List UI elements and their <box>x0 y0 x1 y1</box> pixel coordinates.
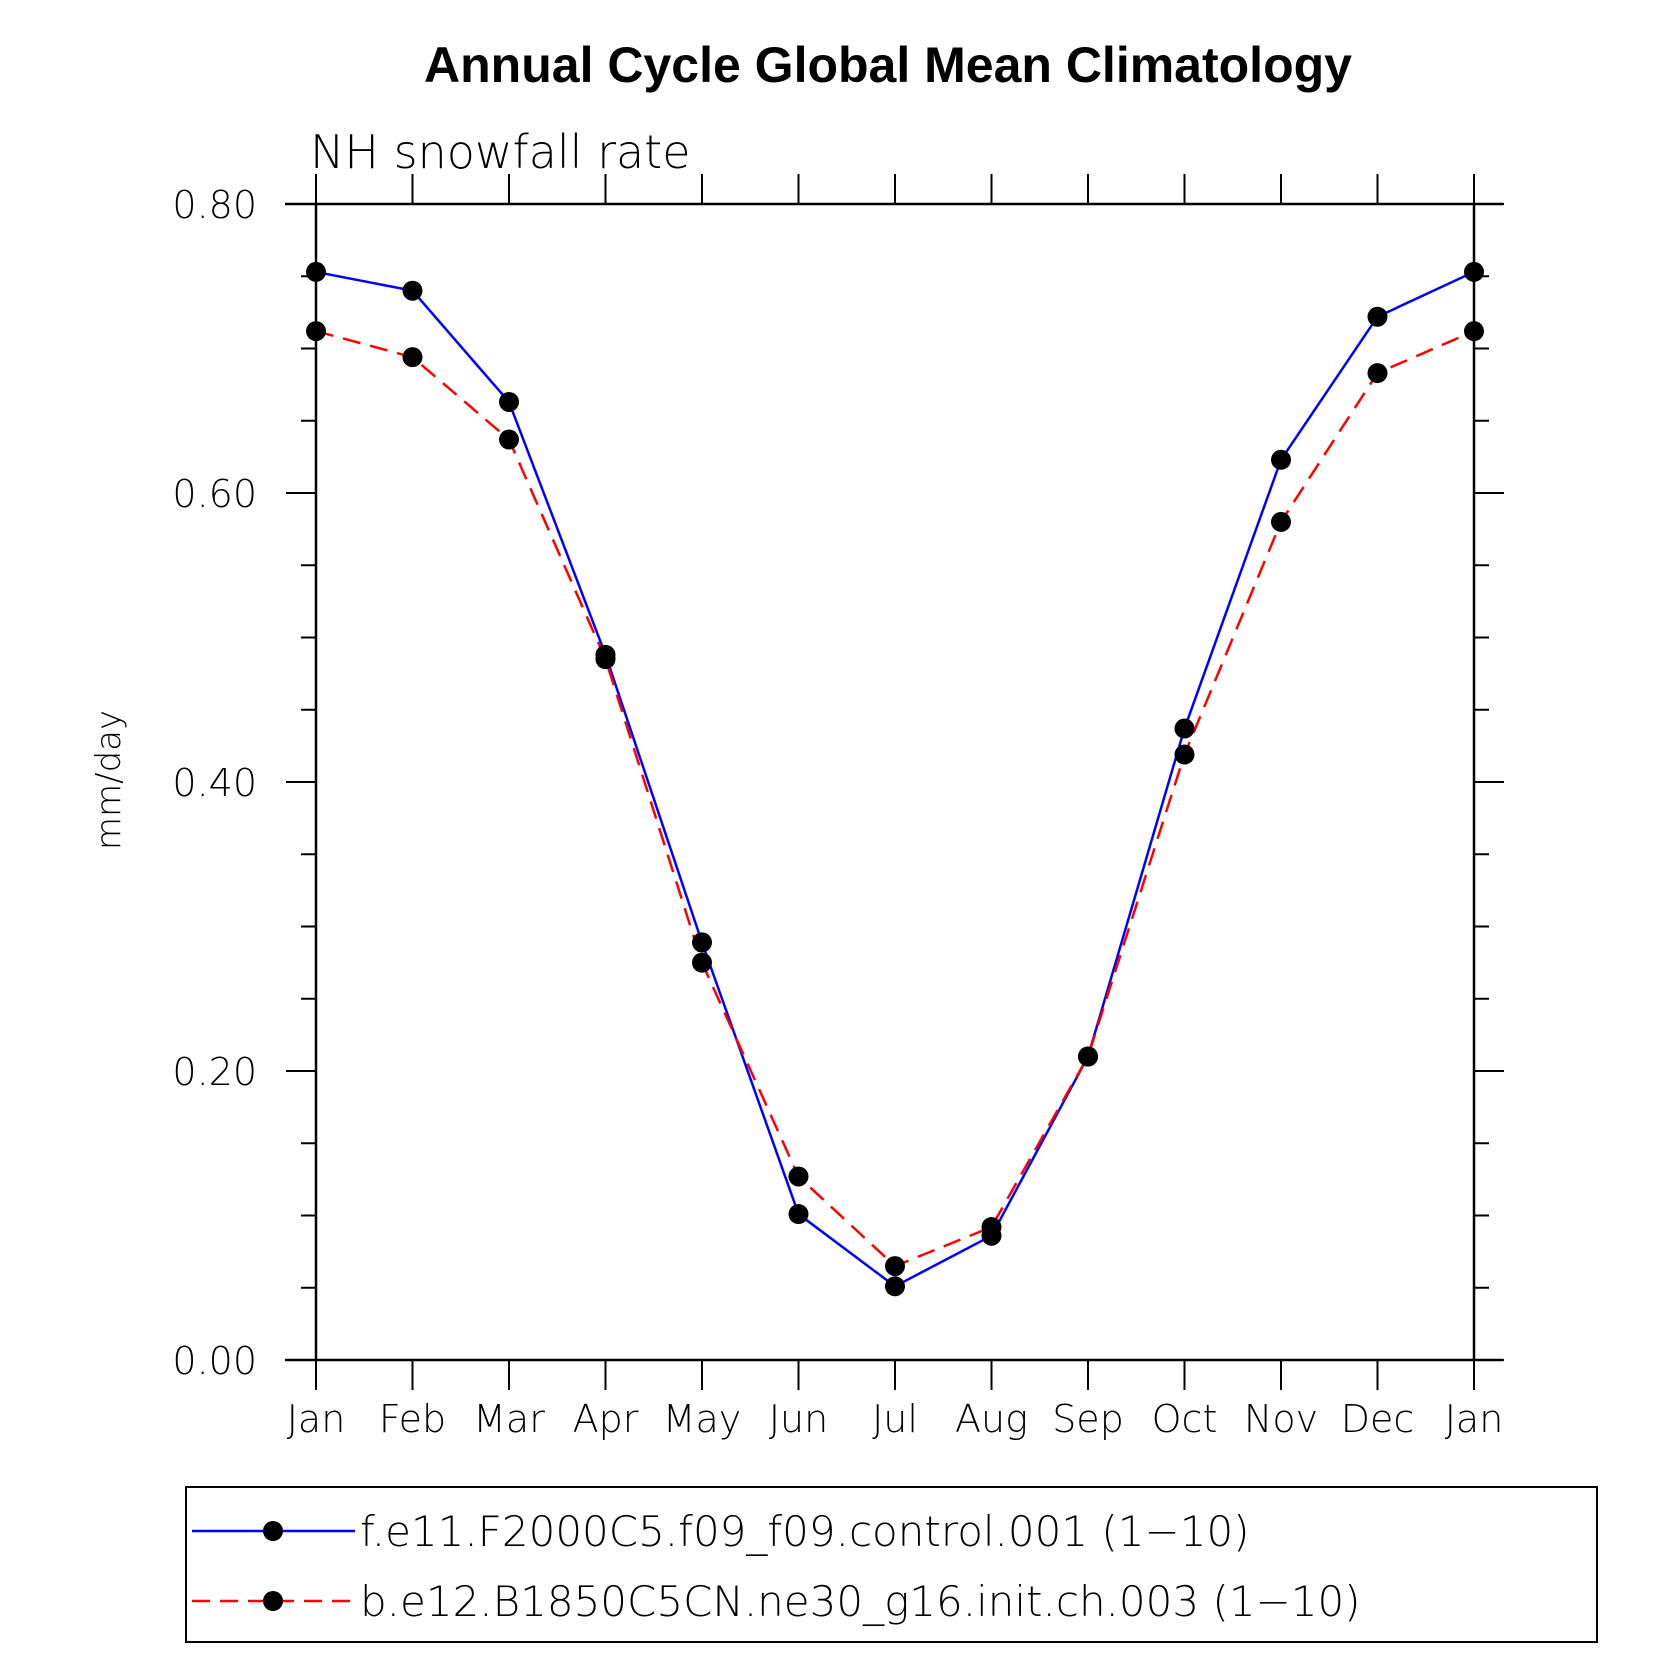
series-2-point <box>595 649 616 670</box>
plot-frame <box>285 202 1503 1362</box>
x-tick-label: Sep <box>1052 1397 1124 1441</box>
legend-label-series-1: f.e11.F2000C5.f09_f09.control.001 (1−10) <box>360 1507 1250 1556</box>
series-1-point <box>402 280 423 301</box>
series-2-point <box>499 429 519 450</box>
series-2-point <box>1078 1046 1098 1067</box>
legend: f.e11.F2000C5.f09_f09.control.001 (1−10)… <box>185 1486 1598 1643</box>
legend-marker-series-1 <box>263 1521 283 1541</box>
legend-box <box>185 1486 1598 1643</box>
y-tick-label: 0.60 <box>172 472 257 516</box>
series-2-point <box>1464 321 1484 342</box>
series-2-point <box>1174 744 1195 765</box>
y-tick-label: 0.80 <box>172 183 257 227</box>
series-2-point <box>788 1166 809 1187</box>
series-1-point <box>1464 261 1484 282</box>
chart-title: Annual Cycle Global Mean Climatology <box>424 37 1352 93</box>
x-tick-label: Jan <box>1445 1397 1504 1441</box>
x-tick-label: Jan <box>287 1397 346 1441</box>
x-tick-label: Mar <box>473 1397 545 1441</box>
series-1-point <box>499 391 519 412</box>
x-tick-label: Nov <box>1244 1397 1318 1441</box>
x-tick-label: Dec <box>1341 1397 1415 1441</box>
y-tick-label: 0.20 <box>172 1050 257 1094</box>
x-tick-label: Aug <box>955 1397 1028 1441</box>
series-2-point <box>981 1217 1002 1238</box>
y-axis-label: mm/day <box>89 710 129 850</box>
series-1-point <box>306 261 326 282</box>
series-2-point <box>692 952 712 973</box>
y-tick-label: 0.40 <box>172 761 257 805</box>
legend-marker-series-2 <box>263 1591 283 1611</box>
series-2-point <box>306 321 326 342</box>
series-2-point <box>1271 511 1291 532</box>
series-1-point <box>788 1204 809 1225</box>
series-1-point <box>1367 306 1388 327</box>
x-tick-label: Oct <box>1152 1397 1218 1441</box>
y-axis: 0.00 0.20 0.40 0.60 0.80 <box>172 183 1504 1383</box>
x-tick-label: Apr <box>573 1397 639 1441</box>
x-tick-label: Jun <box>769 1397 828 1441</box>
series-1-point <box>1174 718 1195 739</box>
legend-label-series-2: b.e12.B1850C5CN.ne30_g16.init.ch.003 (1−… <box>360 1577 1361 1626</box>
series-1-point <box>692 932 712 953</box>
series-2-point <box>1367 363 1388 384</box>
y-tick-label: 0.00 <box>172 1339 257 1383</box>
series-layer <box>306 261 1484 1297</box>
x-tick-label: Jul <box>872 1397 918 1441</box>
series-2-line <box>315 329 1475 1268</box>
series-1-point <box>1271 449 1291 470</box>
series-2-point <box>402 347 423 368</box>
x-axis: Jan Feb Mar Apr May Jun Jul Aug Sep Oct Nov Dec Jan <box>287 174 1504 1441</box>
x-tick-label: May <box>663 1397 742 1441</box>
series-1-point <box>885 1276 905 1297</box>
series-2-point <box>885 1256 905 1277</box>
chart-subtitle: NH snowfall rate <box>310 125 691 179</box>
x-tick-label: Feb <box>379 1397 446 1441</box>
